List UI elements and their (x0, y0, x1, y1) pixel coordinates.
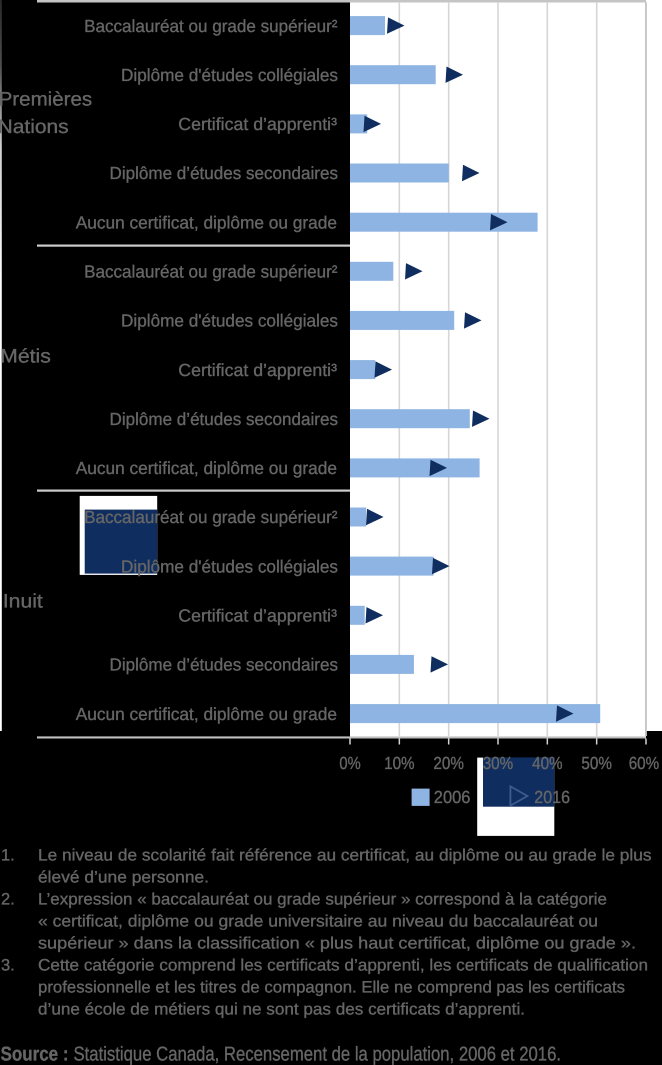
svg-text:Aucun certificat, diplôme ou g: Aucun certificat, diplôme ou grade (76, 212, 337, 232)
svg-text:Aucun certificat, diplôme ou g: Aucun certificat, diplôme ou grade (76, 458, 337, 478)
svg-text:d’une école de métiers qui ne: d’une école de métiers qui ne sont pas d… (38, 1000, 525, 1018)
svg-text:Baccalauréat ou grade supérieu: Baccalauréat ou grade supérieur² (84, 507, 338, 527)
svg-text:professionnelle et les titres: professionnelle et les titres de compagn… (38, 978, 625, 996)
svg-text:60%: 60% (629, 753, 660, 773)
svg-text:supérieur » dans la classifica: supérieur » dans la classification « plu… (38, 934, 636, 952)
svg-text:Diplôme d’études secondaires: Diplôme d’études secondaires (110, 163, 339, 183)
svg-text:Baccalauréat ou grade supérieu: Baccalauréat ou grade supérieur² (84, 262, 338, 282)
svg-text:L’expression « baccalauréat ou: L’expression « baccalauréat ou grade sup… (38, 890, 607, 908)
svg-text:Métis: Métis (0, 346, 51, 368)
svg-text:1.: 1. (1, 846, 15, 864)
svg-text:Diplôme d’études secondaires: Diplôme d’études secondaires (110, 655, 339, 675)
svg-text:Source :: Source : (1, 1043, 69, 1065)
svg-text:Certificat d’apprenti³: Certificat d’apprenti³ (178, 114, 337, 134)
svg-text:20%: 20% (433, 753, 464, 773)
svg-text:Premières: Premières (0, 89, 92, 111)
svg-text:Diplôme d’études secondaires: Diplôme d’études secondaires (110, 409, 339, 429)
svg-text:« certificat, diplôme ou grade: « certificat, diplôme ou grade universit… (38, 912, 598, 930)
svg-text:30%: 30% (483, 753, 514, 773)
svg-text:50%: 50% (581, 753, 612, 773)
svg-text:Certificat d’apprenti³: Certificat d’apprenti³ (178, 360, 337, 380)
svg-text:0%: 0% (339, 753, 360, 773)
svg-text:élevé d’une personne.: élevé d’une personne. (38, 868, 209, 886)
svg-text:Diplôme d'études collégiales: Diplôme d'études collégiales (121, 556, 338, 576)
svg-text:Aucun certificat, diplôme ou g: Aucun certificat, diplôme ou grade (76, 704, 337, 724)
svg-text:Inuit: Inuit (3, 590, 44, 612)
svg-text:3.: 3. (1, 956, 15, 974)
svg-text:Baccalauréat ou grade supérieu: Baccalauréat ou grade supérieur² (84, 16, 338, 36)
svg-text:10%: 10% (384, 753, 415, 773)
svg-text:Cette catégorie comprend les c: Cette catégorie comprend les certificats… (38, 956, 648, 974)
svg-text:Diplôme d'études collégiales: Diplôme d'études collégiales (121, 311, 338, 331)
svg-text:Diplôme d'études collégiales: Diplôme d'études collégiales (121, 65, 338, 85)
svg-text:Nations: Nations (0, 116, 69, 138)
svg-text:40%: 40% (532, 753, 563, 773)
svg-text:Certificat d’apprenti³: Certificat d’apprenti³ (178, 606, 337, 626)
svg-text:2.: 2. (1, 890, 15, 908)
svg-text:2016: 2016 (534, 787, 570, 807)
svg-text:Le niveau de scolarité fait ré: Le niveau de scolarité fait référence au… (38, 846, 652, 864)
svg-text:Statistique Canada, Recensemen: Statistique Canada, Recensement de la po… (74, 1043, 562, 1065)
svg-text:2006: 2006 (434, 787, 471, 807)
